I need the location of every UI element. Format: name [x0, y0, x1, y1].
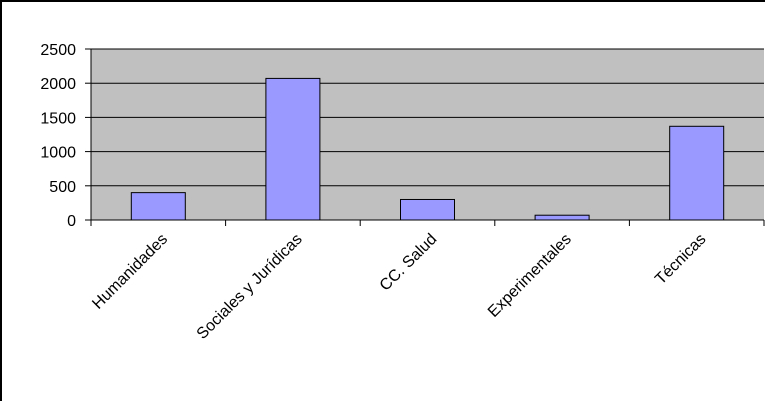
bar [265, 77, 321, 221]
axes [90, 49, 764, 221]
gridlines [91, 48, 764, 187]
y-tick-label: 2000 [40, 76, 76, 93]
y-tick-label: 0 [67, 213, 76, 230]
y-tick-label: 2500 [40, 42, 76, 59]
x-axis-ticks: Humanidades Sociales y Jurídicas CC. Salud… [89, 220, 765, 343]
y-tick-label: 1500 [40, 110, 76, 127]
x-tick-label: Experimentales [485, 231, 575, 321]
bar [534, 214, 590, 221]
bar [130, 192, 186, 221]
y-tick-label: 500 [49, 179, 76, 196]
x-tick-label: Técnicas [652, 231, 709, 288]
y-axis-ticks: 0 500 1000 1500 2000 2500 [40, 42, 91, 230]
y-tick-label: 1000 [40, 145, 76, 162]
x-tick-label: Sociales y Jurídicas [194, 231, 306, 343]
plot-area [91, 49, 764, 220]
bar [400, 198, 455, 221]
bar [669, 125, 725, 221]
x-tick-label: CC. Salud [377, 231, 441, 295]
x-tick-label: Humanidades [89, 231, 171, 313]
